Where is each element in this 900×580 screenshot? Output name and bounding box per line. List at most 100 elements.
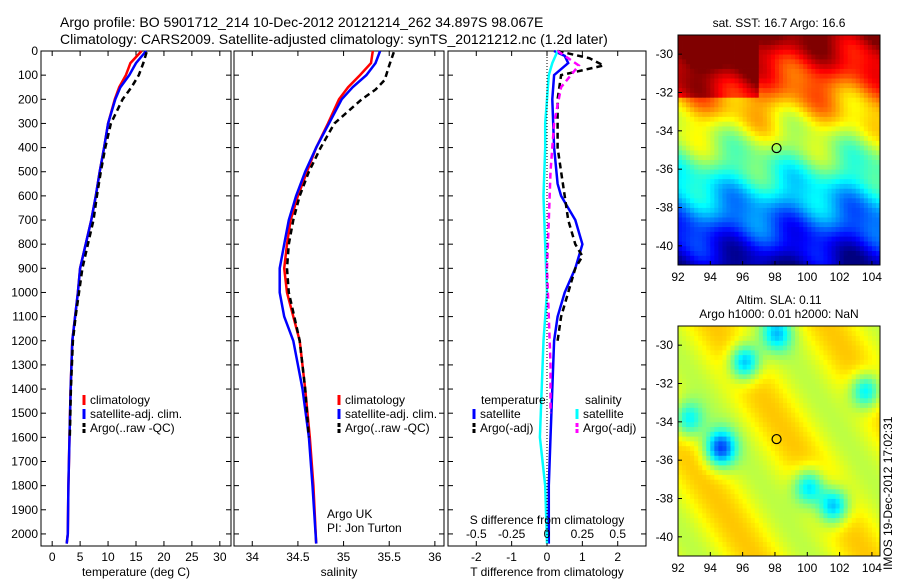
legend-diff-temp-label-0: satellite (480, 407, 521, 421)
x-tick-label-1-2: 35 (337, 550, 351, 564)
x-tick-label-2-0: -2 (471, 550, 482, 564)
x-tick-label-0-3: 15 (129, 550, 143, 564)
map-x-tick-label-4-1: 94 (704, 561, 718, 575)
x-tick-label-0-6: 30 (213, 550, 227, 564)
series-line-2-0 (547, 49, 584, 544)
legend-sal-label-0: climatology (345, 393, 405, 407)
map-y-tick-label-4-1: -32 (656, 377, 674, 391)
x-tick-label-2-2: 0 (544, 550, 551, 564)
y-tick-label-15: 1500 (11, 406, 38, 420)
argo-position-marker-4 (771, 433, 782, 445)
map-frame-3 (677, 34, 881, 266)
map-x-tick-label-3-6: 104 (862, 270, 882, 284)
y-tick-label-13: 1300 (11, 358, 38, 372)
panel-frame-1 (233, 50, 445, 547)
x-tick-label-2-1: -1 (506, 550, 517, 564)
x-axis-label-0: temperature (deg C) (82, 565, 190, 579)
secondary-tick-label-0: -0.5 (466, 527, 487, 541)
argo-position-marker-3 (771, 142, 782, 154)
x-tick-label-0-0: 0 (49, 550, 56, 564)
series-line-1-1 (278, 50, 382, 544)
map-x-tick-label-4-6: 104 (862, 561, 882, 575)
map-x-tick-label-3-2: 96 (736, 270, 750, 284)
y-tick-label-12: 1200 (11, 334, 38, 348)
map-title-4-0: Altim. SLA: 0.11 (736, 293, 821, 307)
map-y-tick-label-3-1: -32 (656, 86, 674, 100)
y-tick-label-16: 1600 (11, 430, 38, 444)
y-tick-label-20: 2000 (11, 527, 38, 541)
map-field-4 (678, 326, 881, 557)
series-line-2-2 (538, 50, 559, 544)
map-y-tick-label-4-3: -36 (656, 453, 674, 467)
secondary-axis-label: S difference from climatology (470, 513, 625, 527)
y-tick-label-3: 300 (18, 116, 38, 130)
x-tick-label-2-3: 1 (579, 550, 586, 564)
map-y-tick-label-3-3: -36 (656, 162, 674, 176)
y-tick-label-5: 500 (18, 165, 38, 179)
legend-sal-label-2: Argo(..raw -QC) (345, 421, 430, 435)
y-tick-label-17: 1700 (11, 454, 38, 468)
map-title-3-0: sat. SST: 16.7 Argo: 16.6 (713, 16, 846, 30)
x-tick-label-1-0: 34 (246, 550, 260, 564)
map-x-tick-label-4-4: 100 (797, 561, 817, 575)
y-tick-label-18: 1800 (11, 479, 38, 493)
map-y-tick-label-3-4: -38 (656, 201, 674, 215)
x-tick-label-1-1: 34.5 (286, 550, 310, 564)
x-tick-label-1-3: 35.5 (378, 550, 402, 564)
legend-temp-label-0: climatology (90, 393, 150, 407)
chart-title-line1: Argo profile: BO 5901712_214 10-Dec-2012… (60, 14, 544, 30)
legend-diff-temp-label-1: Argo(-adj) (480, 421, 533, 435)
map-x-tick-label-3-4: 100 (797, 270, 817, 284)
x-tick-label-0-4: 20 (157, 550, 171, 564)
secondary-tick-label-1: -0.25 (498, 527, 526, 541)
x-tick-label-0-5: 25 (185, 550, 199, 564)
x-axis-label-2: T difference from climatology (470, 565, 624, 579)
map-y-tick-label-3-0: -30 (656, 47, 674, 61)
map-x-tick-label-3-0: 92 (671, 270, 685, 284)
map-x-tick-label-3-5: 102 (830, 270, 850, 284)
map-frame-4 (677, 325, 881, 557)
series-line-2-1 (556, 49, 608, 341)
map-x-tick-label-4-2: 96 (736, 561, 750, 575)
y-tick-label-1: 100 (18, 68, 38, 82)
y-tick-label-2: 200 (18, 92, 38, 106)
chart-title-line2: Climatology: CARS2009. Satellite-adjuste… (60, 31, 608, 47)
series-line-0-1 (65, 50, 148, 544)
legend-temp-label-2: Argo(..raw -QC) (90, 421, 175, 435)
legend-diff-title-temperature: temperature (481, 393, 546, 407)
y-tick-label-0: 0 (31, 44, 38, 58)
map-y-tick-label-4-4: -38 (656, 492, 674, 506)
legend-sal-label-1: satellite-adj. clim. (345, 407, 437, 421)
map-x-tick-label-4-0: 92 (671, 561, 685, 575)
y-tick-label-10: 1000 (11, 285, 38, 299)
x-tick-label-0-2: 10 (101, 550, 115, 564)
x-tick-label-1-4: 36 (428, 550, 442, 564)
y-tick-label-6: 600 (18, 189, 38, 203)
y-tick-label-9: 900 (18, 261, 38, 275)
secondary-tick-label-3: 0.25 (571, 527, 595, 541)
x-tick-label-2-4: 2 (614, 550, 621, 564)
annotation-line-1: PI: Jon Turton (327, 521, 402, 535)
map-y-tick-label-4-0: -30 (656, 338, 674, 352)
legend-diff-sal-label-0: satellite (583, 407, 624, 421)
y-tick-label-11: 1100 (12, 310, 38, 324)
secondary-tick-label-2: 0 (544, 527, 551, 541)
legend-temp-label-1: satellite-adj. clim. (90, 407, 182, 421)
legend-diff-sal-label-1: Argo(-adj) (583, 421, 636, 435)
legend-diff-title-salinity: salinity (585, 393, 622, 407)
y-tick-label-7: 700 (18, 213, 38, 227)
series-line-0-2 (68, 51, 148, 438)
map-x-tick-label-4-3: 98 (768, 561, 782, 575)
annotation-line-0: Argo UK (327, 507, 372, 521)
series-line-2-3 (545, 49, 581, 414)
y-tick-label-14: 1400 (11, 382, 38, 396)
map-field-3 (678, 35, 881, 266)
map-title-4-1: Argo h1000: 0.01 h2000: NaN (699, 307, 858, 321)
map-y-tick-label-3-2: -34 (656, 124, 674, 138)
y-tick-label-19: 1900 (11, 503, 38, 517)
map-y-tick-label-4-2: -34 (656, 415, 674, 429)
y-tick-label-4: 400 (18, 141, 38, 155)
map-y-tick-label-3-5: -40 (656, 239, 674, 253)
map-x-tick-label-3-1: 94 (704, 270, 718, 284)
